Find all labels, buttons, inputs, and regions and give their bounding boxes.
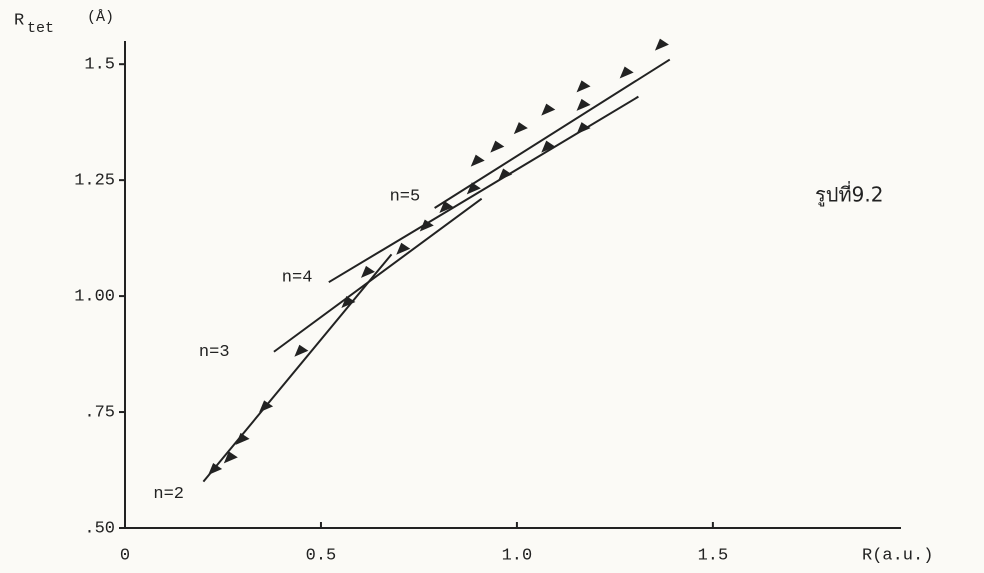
y-tick-label: 1.25 — [74, 172, 115, 191]
data-point — [654, 38, 669, 51]
series-label: n=5 — [390, 187, 421, 206]
x-axis-label: R(a.u.) — [862, 546, 933, 565]
y-tick-label: .50 — [84, 519, 115, 538]
data-point — [235, 432, 250, 445]
data-point — [396, 242, 411, 255]
data-point — [419, 219, 434, 232]
data-point — [341, 296, 356, 309]
x-tick-label: 0 — [120, 546, 130, 565]
fit-line — [202, 253, 393, 483]
data-point — [490, 140, 505, 153]
data-point — [576, 80, 591, 93]
data-point — [223, 451, 238, 464]
y-tick-label: .75 — [84, 404, 115, 423]
fit-line — [273, 197, 483, 353]
y-tick-label: 1.00 — [74, 288, 115, 307]
series-label: n=4 — [282, 269, 313, 288]
annotation: รูปที่9.2 — [815, 181, 883, 208]
x-tick-label: 1.5 — [698, 546, 729, 565]
data-point — [541, 103, 556, 116]
fit-line — [434, 58, 671, 209]
x-tick-label: 1.0 — [502, 546, 533, 565]
data-point — [294, 344, 309, 357]
x-tick-label: 0.5 — [306, 546, 337, 565]
data-point — [541, 140, 556, 153]
data-point — [439, 200, 454, 213]
series-label: n=3 — [199, 343, 230, 362]
data-point — [619, 66, 634, 79]
data-point — [513, 122, 528, 135]
y-axis-label: R — [14, 11, 24, 30]
data-point — [470, 154, 485, 167]
y-axis-label-unit: (Å) — [87, 9, 114, 26]
data-point — [576, 98, 591, 111]
y-axis-label-sub: tet — [27, 20, 54, 37]
series-label: n=2 — [153, 485, 184, 504]
data-point — [466, 182, 481, 195]
data-point — [360, 265, 375, 278]
data-point — [259, 400, 274, 413]
y-tick-label: 1.5 — [84, 56, 115, 75]
data-point — [208, 463, 223, 476]
fit-line — [328, 95, 639, 284]
